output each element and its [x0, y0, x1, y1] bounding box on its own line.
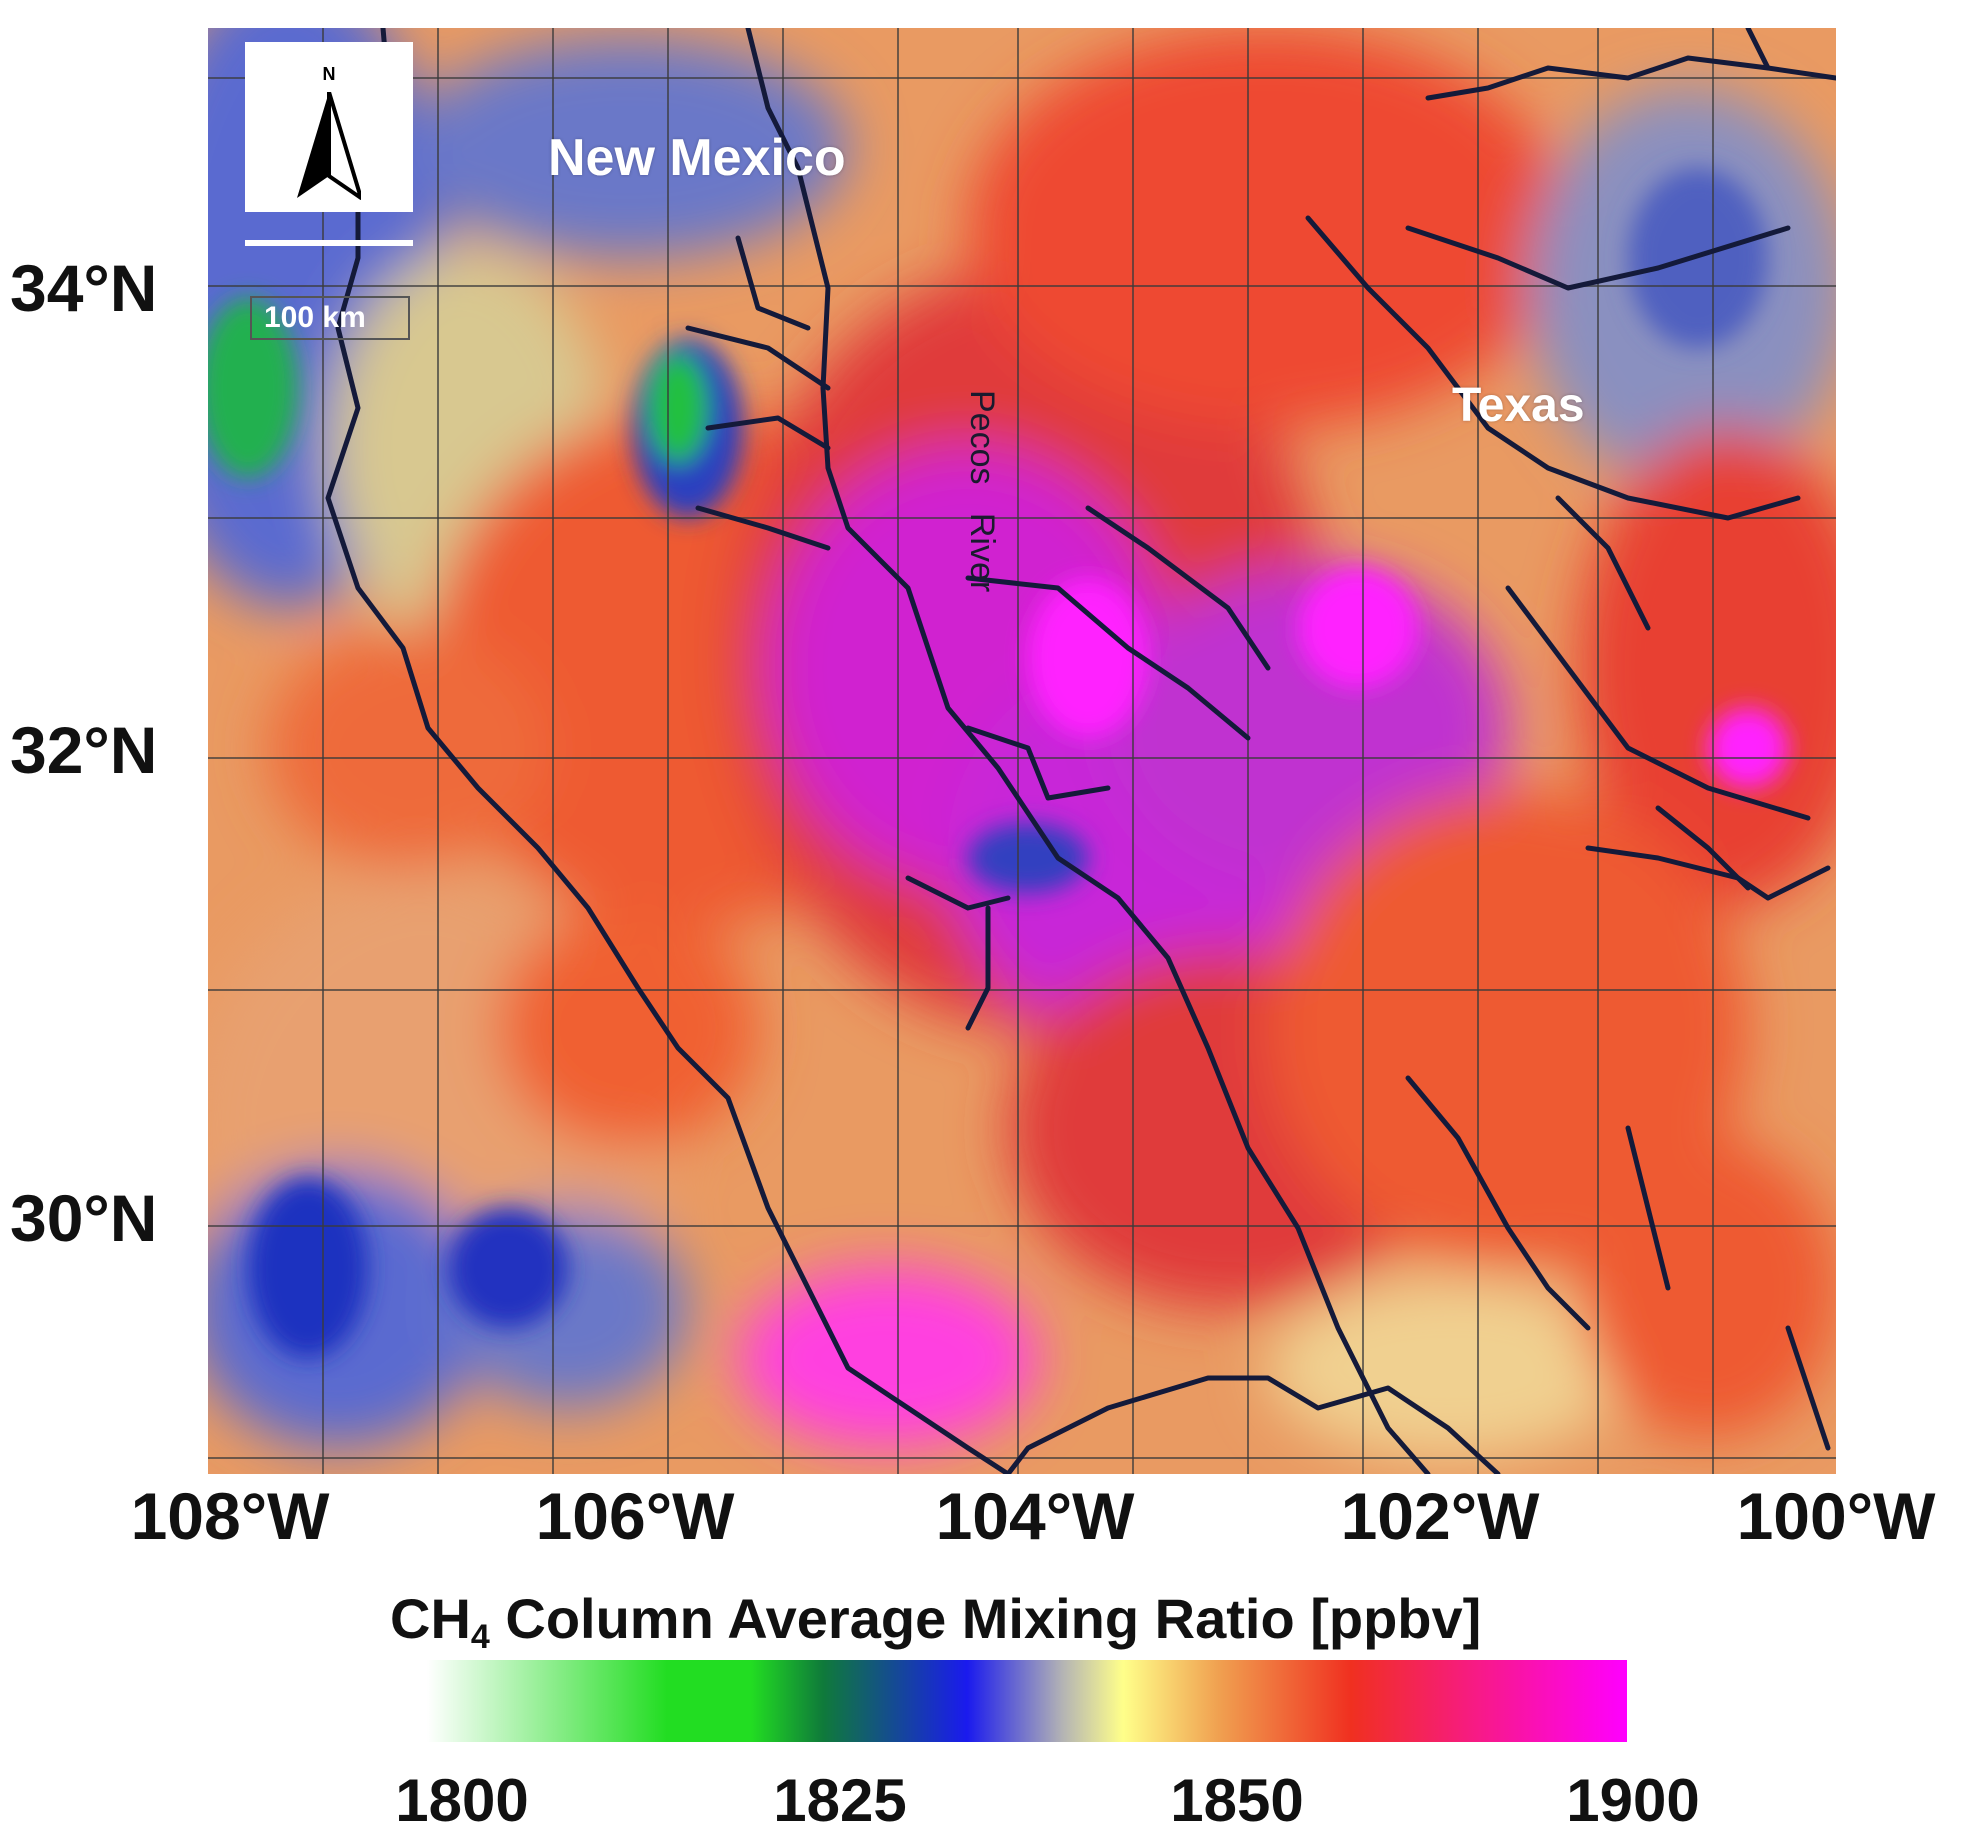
- new-mexico-label: New Mexico: [548, 129, 846, 187]
- colorbar-tick-1900: 1900: [1566, 1767, 1700, 1834]
- methane-map: [208, 28, 1836, 1474]
- brazos-trib-1: [965, 575, 1251, 741]
- brazos-trib-5: [1555, 495, 1651, 631]
- rivers: [325, 28, 1836, 1474]
- brazos-trib-2: [1085, 505, 1271, 671]
- pecos-trib-3: [695, 505, 831, 551]
- north-arrow-icon: [297, 92, 361, 200]
- pecos-trib-5: [965, 725, 1111, 801]
- lon-label-104: 104°W: [935, 1479, 1135, 1553]
- north-arrow-box: N: [245, 42, 413, 212]
- east-edge-river: [1785, 1325, 1831, 1451]
- colorbar-title-subscript: 4: [470, 1618, 490, 1656]
- colorbar-tick-1825: 1825: [773, 1767, 907, 1834]
- brazos-trib-3: [1305, 215, 1801, 521]
- colorado-trib-1: [1505, 585, 1811, 821]
- pecos-trib-6: [905, 875, 1011, 911]
- concho-trib: [1405, 1075, 1591, 1331]
- north-letter: N: [322, 64, 336, 84]
- lat-label-34: 34°N: [10, 251, 158, 325]
- north-edge-river: [1745, 28, 1771, 71]
- pecos-word: Pecos: [963, 390, 1001, 485]
- colorbar-title-prefix: CH: [390, 1587, 471, 1650]
- pecos-trib-1: [685, 325, 831, 391]
- colorbar-title-suffix: Column Average Mixing Ratio [ppbv]: [489, 1587, 1482, 1650]
- lon-label-108: 108°W: [130, 1479, 330, 1553]
- colorbar-tick-1850: 1850: [1170, 1767, 1304, 1834]
- scale-bar: [245, 240, 413, 246]
- pecos-river: [745, 28, 1431, 1474]
- field-details: [208, 168, 1788, 1358]
- methane-field: [208, 28, 1836, 1458]
- methane-map-canvas: [208, 28, 1836, 1474]
- pecos-trib-2: [735, 235, 811, 331]
- colorbar-gradient: [427, 1660, 1627, 1742]
- graticule: [208, 28, 1836, 1474]
- lon-label-102: 102°W: [1340, 1479, 1540, 1553]
- lon-label-100: 100°W: [1736, 1479, 1936, 1553]
- pecos-trib-7: [965, 905, 991, 1031]
- brazos-trib-4: [1405, 225, 1791, 291]
- devils-trib: [1625, 1125, 1671, 1291]
- rio-grande-east: [1005, 1375, 1501, 1474]
- colorbar-tick-1800: 1800: [395, 1767, 529, 1834]
- pecos-river-label: Pecos River: [962, 390, 1001, 592]
- river-word: River: [963, 512, 1001, 593]
- lon-label-106: 106°W: [535, 1479, 735, 1553]
- texas-label: Texas: [1452, 379, 1585, 432]
- colorado-trib-3: [1655, 805, 1751, 891]
- pecos-trib-4: [705, 415, 831, 451]
- rio-grande: [325, 28, 1011, 1474]
- scale-bar-label: 100 km: [250, 296, 410, 340]
- lat-label-32: 32°N: [10, 713, 158, 787]
- colorbar-title: CH4 Column Average Mixing Ratio [ppbv]: [390, 1586, 1481, 1657]
- lat-label-30: 30°N: [10, 1181, 158, 1255]
